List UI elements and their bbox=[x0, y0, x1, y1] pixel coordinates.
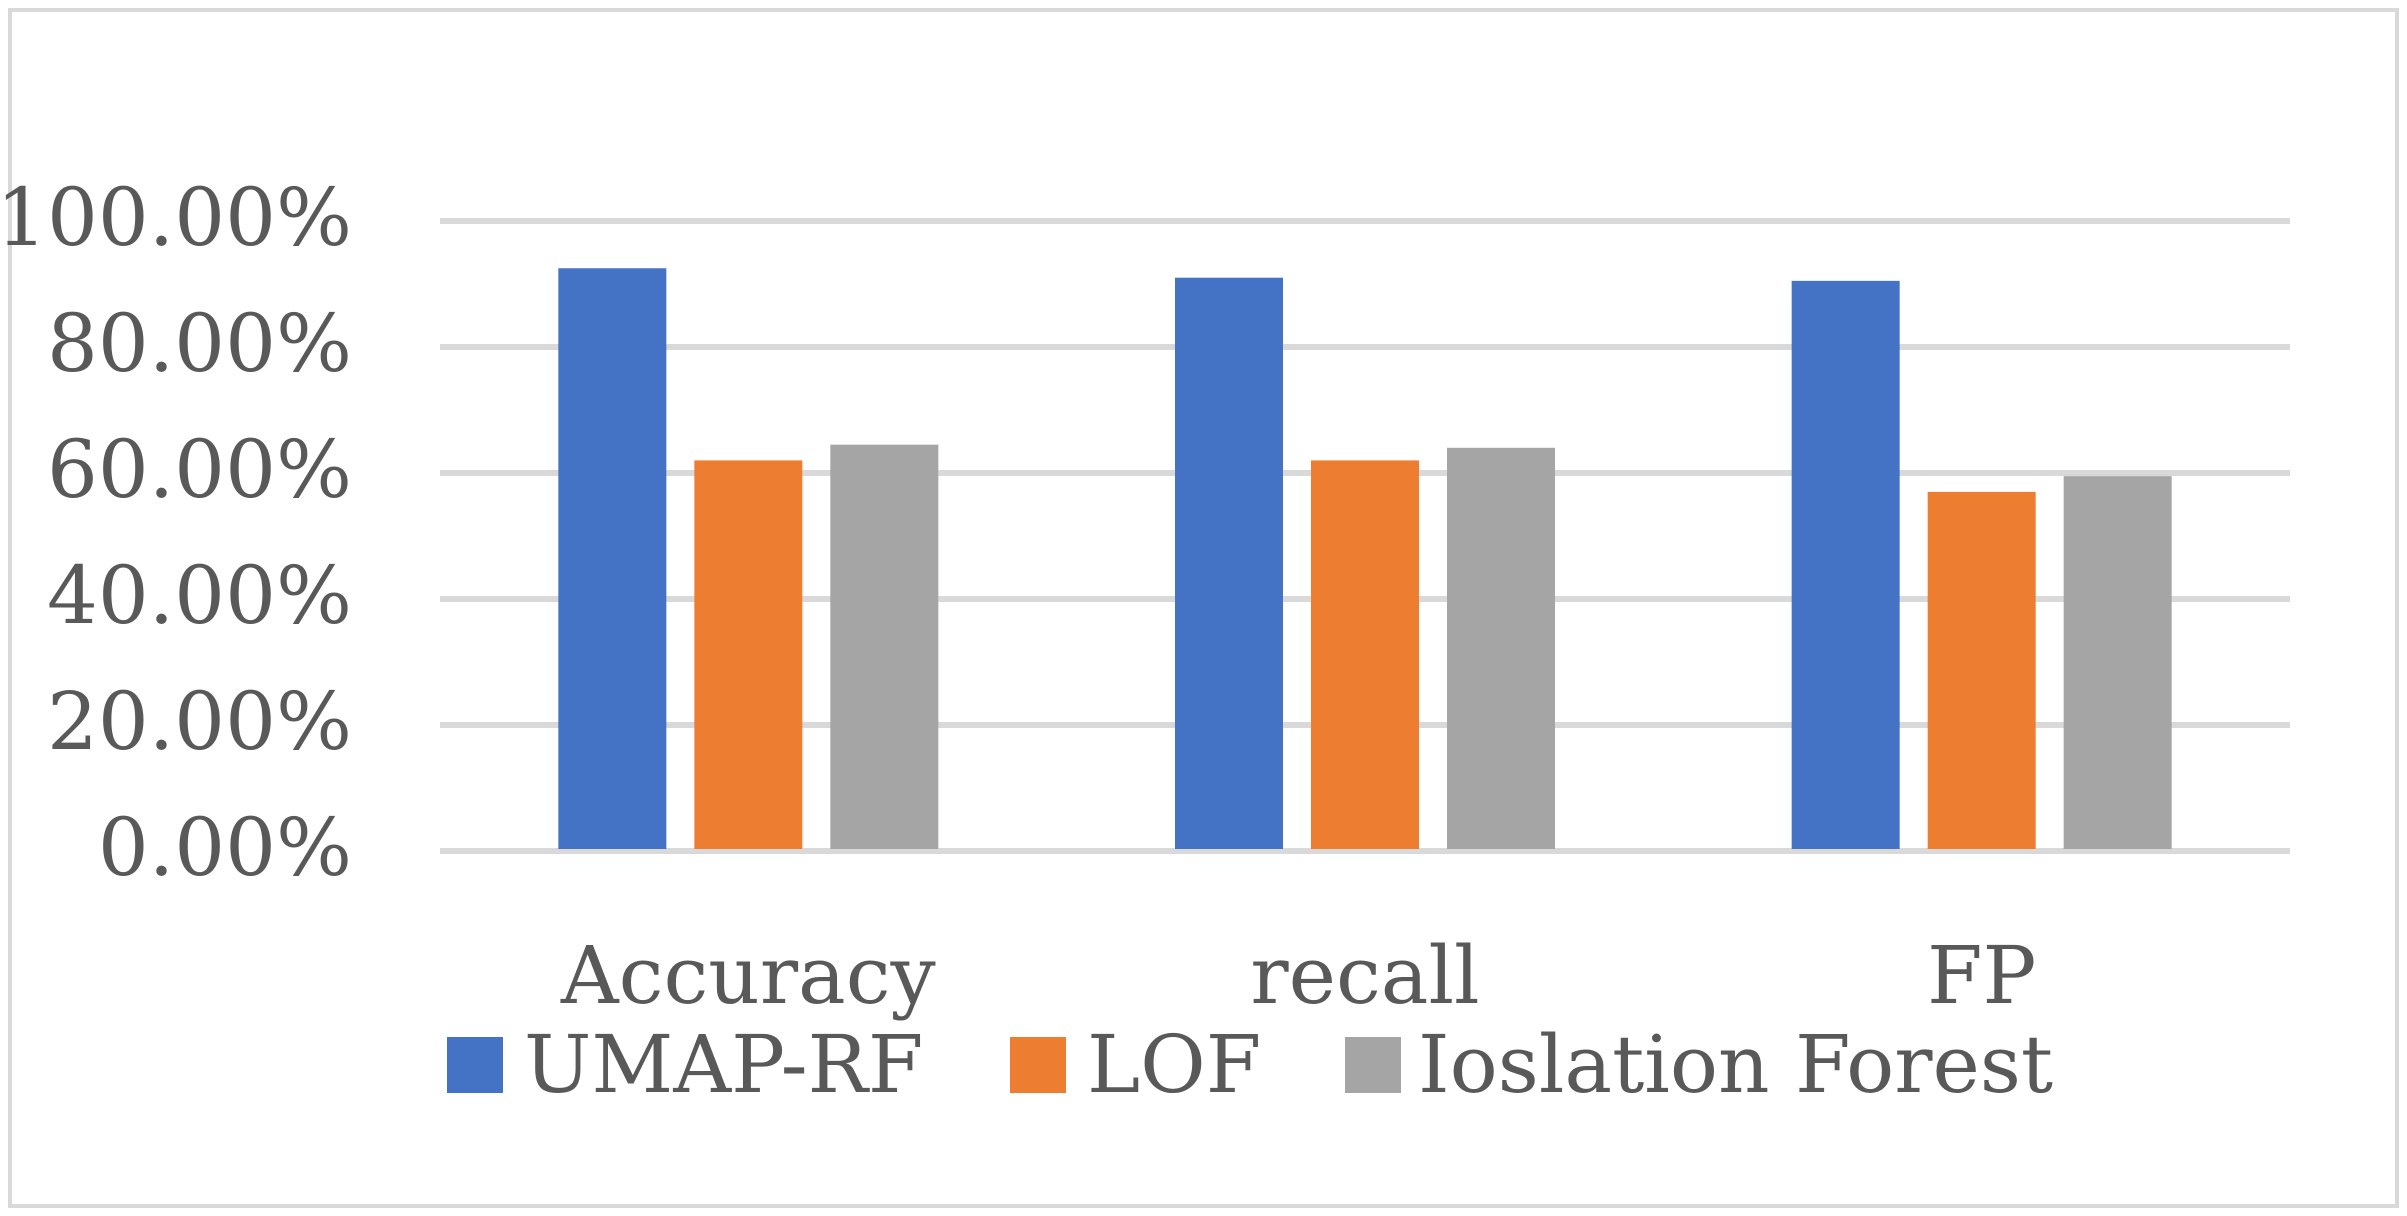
y-tick-label: 100.00% bbox=[0, 171, 352, 264]
legend-item-umap-rf: UMAP-RF bbox=[447, 1018, 923, 1111]
legend-item-lof: LOF bbox=[1010, 1018, 1261, 1111]
bar-lof-fp bbox=[1927, 491, 2036, 849]
y-tick-label: 80.00% bbox=[47, 297, 352, 390]
legend-label: Ioslation Forest bbox=[1418, 1018, 2053, 1111]
x-category-label: Accuracy bbox=[560, 929, 936, 1022]
legend-swatch bbox=[1345, 1037, 1401, 1093]
legend: UMAP-RF LOF Ioslation Forest bbox=[447, 1018, 2053, 1111]
y-axis-tick-labels: 0.00% 20.00% 40.00% 60.00% 80.00% 100.00% bbox=[0, 171, 352, 894]
y-tick-label: 40.00% bbox=[47, 549, 352, 642]
y-tick-label: 0.00% bbox=[98, 801, 352, 894]
y-tick-label: 20.00% bbox=[47, 675, 352, 768]
legend-label: UMAP-RF bbox=[524, 1018, 923, 1111]
legend-label: LOF bbox=[1087, 1018, 1261, 1111]
bar-umap-rf-fp bbox=[1791, 280, 1900, 850]
legend-swatch bbox=[1010, 1037, 1066, 1093]
bar-ioslation-forest-fp bbox=[2063, 476, 2172, 849]
bar-lof-recall bbox=[1311, 460, 1419, 849]
x-category-label: FP bbox=[1927, 929, 2036, 1022]
x-axis-category-labels: Accuracy recall FP bbox=[560, 929, 2036, 1022]
bars bbox=[558, 268, 2172, 850]
bar-ioslation-forest-accuracy bbox=[830, 444, 939, 849]
bar-lof-accuracy bbox=[694, 460, 803, 849]
x-category-label: recall bbox=[1250, 929, 1479, 1022]
bar-ioslation-forest-recall bbox=[1447, 447, 1555, 849]
y-tick-label: 60.00% bbox=[47, 423, 352, 516]
legend-item-ioslation-forest: Ioslation Forest bbox=[1345, 1018, 2053, 1111]
bar-umap-rf-accuracy bbox=[558, 268, 667, 849]
legend-swatch bbox=[447, 1037, 503, 1093]
bar-umap-rf-recall bbox=[1175, 277, 1283, 849]
